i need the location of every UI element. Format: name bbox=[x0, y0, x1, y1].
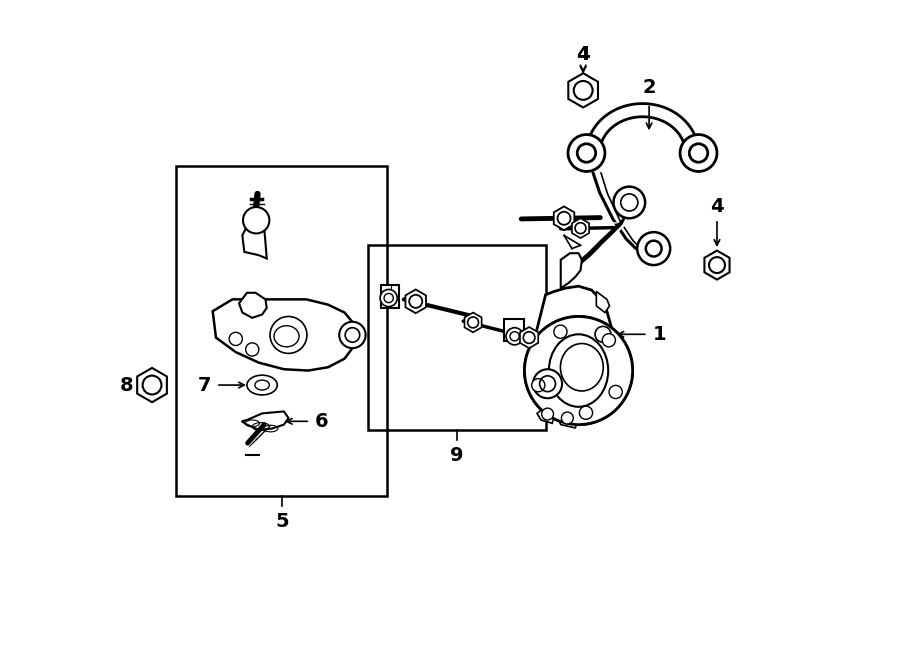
Circle shape bbox=[533, 369, 562, 399]
Circle shape bbox=[680, 134, 717, 171]
Circle shape bbox=[270, 316, 307, 354]
Text: 3: 3 bbox=[565, 261, 579, 281]
Text: 5: 5 bbox=[275, 512, 289, 532]
Polygon shape bbox=[382, 285, 399, 308]
Polygon shape bbox=[554, 207, 574, 230]
Polygon shape bbox=[239, 293, 266, 318]
Circle shape bbox=[246, 343, 259, 356]
Text: 2: 2 bbox=[643, 78, 656, 97]
Circle shape bbox=[562, 412, 573, 424]
Circle shape bbox=[339, 322, 365, 348]
Circle shape bbox=[614, 187, 645, 218]
Polygon shape bbox=[464, 312, 482, 332]
Circle shape bbox=[554, 325, 567, 338]
Circle shape bbox=[595, 326, 611, 342]
Polygon shape bbox=[597, 291, 609, 312]
Text: 7: 7 bbox=[198, 375, 212, 395]
Text: 4: 4 bbox=[576, 45, 590, 64]
Polygon shape bbox=[536, 286, 614, 392]
Polygon shape bbox=[557, 410, 580, 428]
Circle shape bbox=[580, 406, 592, 419]
Circle shape bbox=[380, 289, 397, 307]
Polygon shape bbox=[587, 103, 698, 153]
Polygon shape bbox=[572, 218, 590, 238]
Circle shape bbox=[602, 334, 616, 347]
Circle shape bbox=[609, 385, 622, 399]
Polygon shape bbox=[242, 219, 266, 258]
Polygon shape bbox=[212, 299, 355, 371]
Polygon shape bbox=[520, 327, 538, 348]
Circle shape bbox=[580, 406, 592, 419]
Text: 9: 9 bbox=[450, 446, 464, 465]
Polygon shape bbox=[561, 253, 581, 288]
Circle shape bbox=[542, 408, 554, 420]
Text: 1: 1 bbox=[653, 325, 667, 344]
Text: 6: 6 bbox=[315, 412, 328, 431]
Text: 4: 4 bbox=[710, 197, 724, 216]
Circle shape bbox=[525, 316, 633, 424]
Polygon shape bbox=[537, 407, 555, 423]
Polygon shape bbox=[405, 289, 426, 313]
Circle shape bbox=[568, 134, 605, 171]
Circle shape bbox=[243, 207, 269, 234]
Circle shape bbox=[230, 332, 242, 346]
Polygon shape bbox=[382, 285, 391, 295]
Polygon shape bbox=[705, 251, 730, 279]
Circle shape bbox=[532, 379, 544, 392]
Ellipse shape bbox=[247, 375, 277, 395]
Text: 4: 4 bbox=[576, 45, 590, 64]
Circle shape bbox=[506, 328, 523, 345]
Circle shape bbox=[532, 379, 544, 392]
Circle shape bbox=[609, 385, 622, 399]
Polygon shape bbox=[504, 319, 524, 341]
Polygon shape bbox=[568, 73, 598, 107]
Text: 8: 8 bbox=[120, 375, 133, 395]
Polygon shape bbox=[242, 411, 289, 430]
Circle shape bbox=[602, 334, 616, 347]
Circle shape bbox=[554, 325, 567, 338]
Circle shape bbox=[637, 232, 670, 265]
Bar bbox=[367, 246, 545, 430]
Circle shape bbox=[525, 316, 633, 424]
Polygon shape bbox=[137, 368, 166, 402]
Bar bbox=[176, 166, 387, 496]
